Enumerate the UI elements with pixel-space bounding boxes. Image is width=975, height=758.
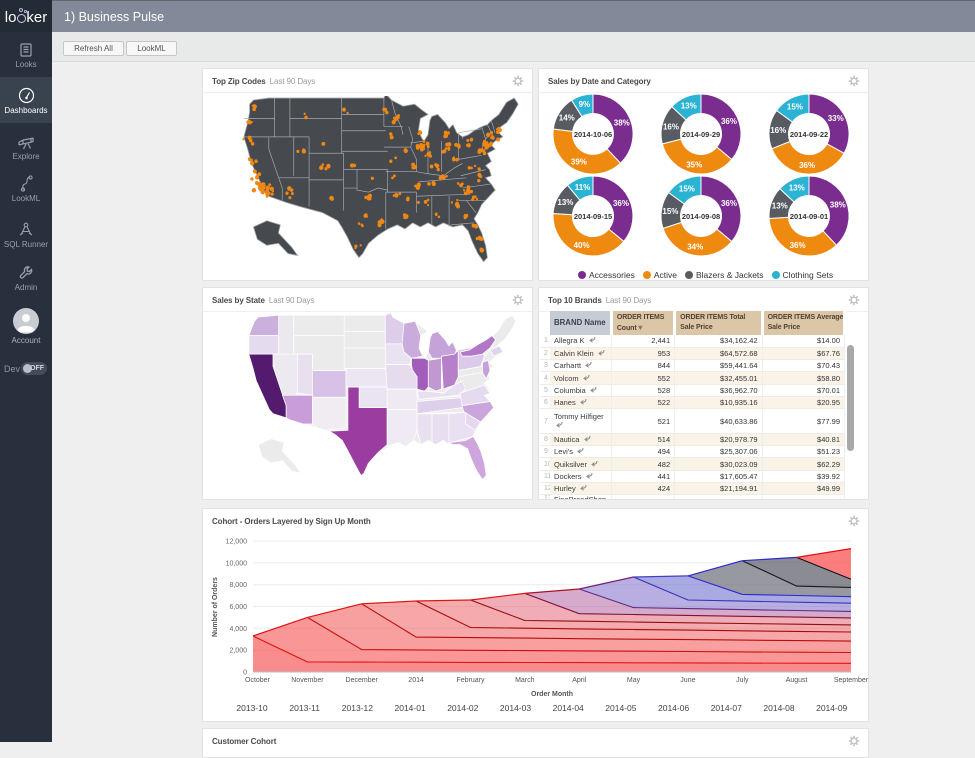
- svg-text:2014-09-22: 2014-09-22: [790, 130, 828, 139]
- svg-text:2014-09-01: 2014-09-01: [790, 212, 828, 221]
- svg-text:35%: 35%: [686, 160, 702, 169]
- svg-text:39%: 39%: [571, 158, 587, 167]
- svg-text:February: February: [456, 677, 485, 684]
- svg-text:36%: 36%: [799, 161, 815, 170]
- svg-text:August: August: [786, 677, 808, 684]
- svg-text:4,000: 4,000: [229, 626, 247, 633]
- svg-text:Order Month: Order Month: [531, 691, 573, 698]
- svg-text:36%: 36%: [721, 199, 737, 208]
- svg-text:2014-05: 2014-05: [605, 703, 636, 713]
- svg-text:September: September: [834, 677, 869, 684]
- svg-text:15%: 15%: [787, 102, 803, 111]
- svg-text:34%: 34%: [687, 243, 703, 252]
- svg-text:38%: 38%: [614, 119, 630, 128]
- svg-text:May: May: [627, 677, 641, 684]
- svg-text:2014-08: 2014-08: [763, 703, 794, 713]
- svg-text:2014-09-29: 2014-09-29: [682, 130, 720, 139]
- svg-text:2014: 2014: [408, 677, 424, 684]
- svg-text:13%: 13%: [789, 184, 805, 193]
- svg-text:13%: 13%: [681, 102, 697, 111]
- svg-text:15%: 15%: [662, 207, 678, 216]
- svg-text:December: December: [346, 677, 379, 684]
- svg-text:12,000: 12,000: [226, 539, 248, 546]
- svg-text:2013-11: 2013-11: [289, 703, 320, 713]
- svg-text:8,000: 8,000: [229, 582, 247, 589]
- svg-text:2014-09-15: 2014-09-15: [574, 212, 612, 221]
- svg-text:2014-09: 2014-09: [816, 703, 847, 713]
- svg-text:15%: 15%: [679, 184, 695, 193]
- svg-text:11%: 11%: [575, 183, 591, 192]
- svg-text:April: April: [572, 677, 586, 684]
- svg-text:13%: 13%: [557, 198, 573, 207]
- svg-text:10,000: 10,000: [226, 560, 248, 567]
- svg-text:2014-10-06: 2014-10-06: [574, 130, 612, 139]
- svg-text:0: 0: [243, 670, 247, 677]
- svg-text:6,000: 6,000: [229, 604, 247, 611]
- svg-text:2013-10: 2013-10: [236, 703, 267, 713]
- svg-text:2014-02: 2014-02: [447, 703, 478, 713]
- svg-text:36%: 36%: [613, 199, 629, 208]
- svg-text:2014-04: 2014-04: [553, 703, 584, 713]
- svg-text:2,000: 2,000: [229, 648, 247, 655]
- svg-text:2014-09-08: 2014-09-08: [682, 212, 720, 221]
- svg-text:2014-03: 2014-03: [500, 703, 531, 713]
- svg-text:July: July: [736, 677, 749, 684]
- svg-text:2013-12: 2013-12: [342, 703, 373, 713]
- svg-text:40%: 40%: [574, 241, 590, 250]
- svg-text:Number of Orders: Number of Orders: [212, 577, 219, 637]
- svg-text:33%: 33%: [828, 114, 844, 123]
- svg-text:9%: 9%: [579, 100, 591, 109]
- svg-text:2014-07: 2014-07: [711, 703, 742, 713]
- svg-text:36%: 36%: [721, 117, 737, 126]
- svg-text:2014-06: 2014-06: [658, 703, 689, 713]
- svg-text:November: November: [291, 677, 324, 684]
- svg-text:14%: 14%: [559, 113, 575, 122]
- svg-text:October: October: [245, 677, 271, 684]
- svg-text:2014-01: 2014-01: [394, 703, 425, 713]
- svg-text:16%: 16%: [770, 126, 786, 135]
- svg-text:16%: 16%: [663, 122, 679, 131]
- svg-text:13%: 13%: [772, 202, 788, 211]
- svg-text:June: June: [680, 677, 695, 684]
- svg-text:36%: 36%: [790, 241, 806, 250]
- svg-text:38%: 38%: [830, 201, 846, 210]
- svg-text:March: March: [515, 677, 535, 684]
